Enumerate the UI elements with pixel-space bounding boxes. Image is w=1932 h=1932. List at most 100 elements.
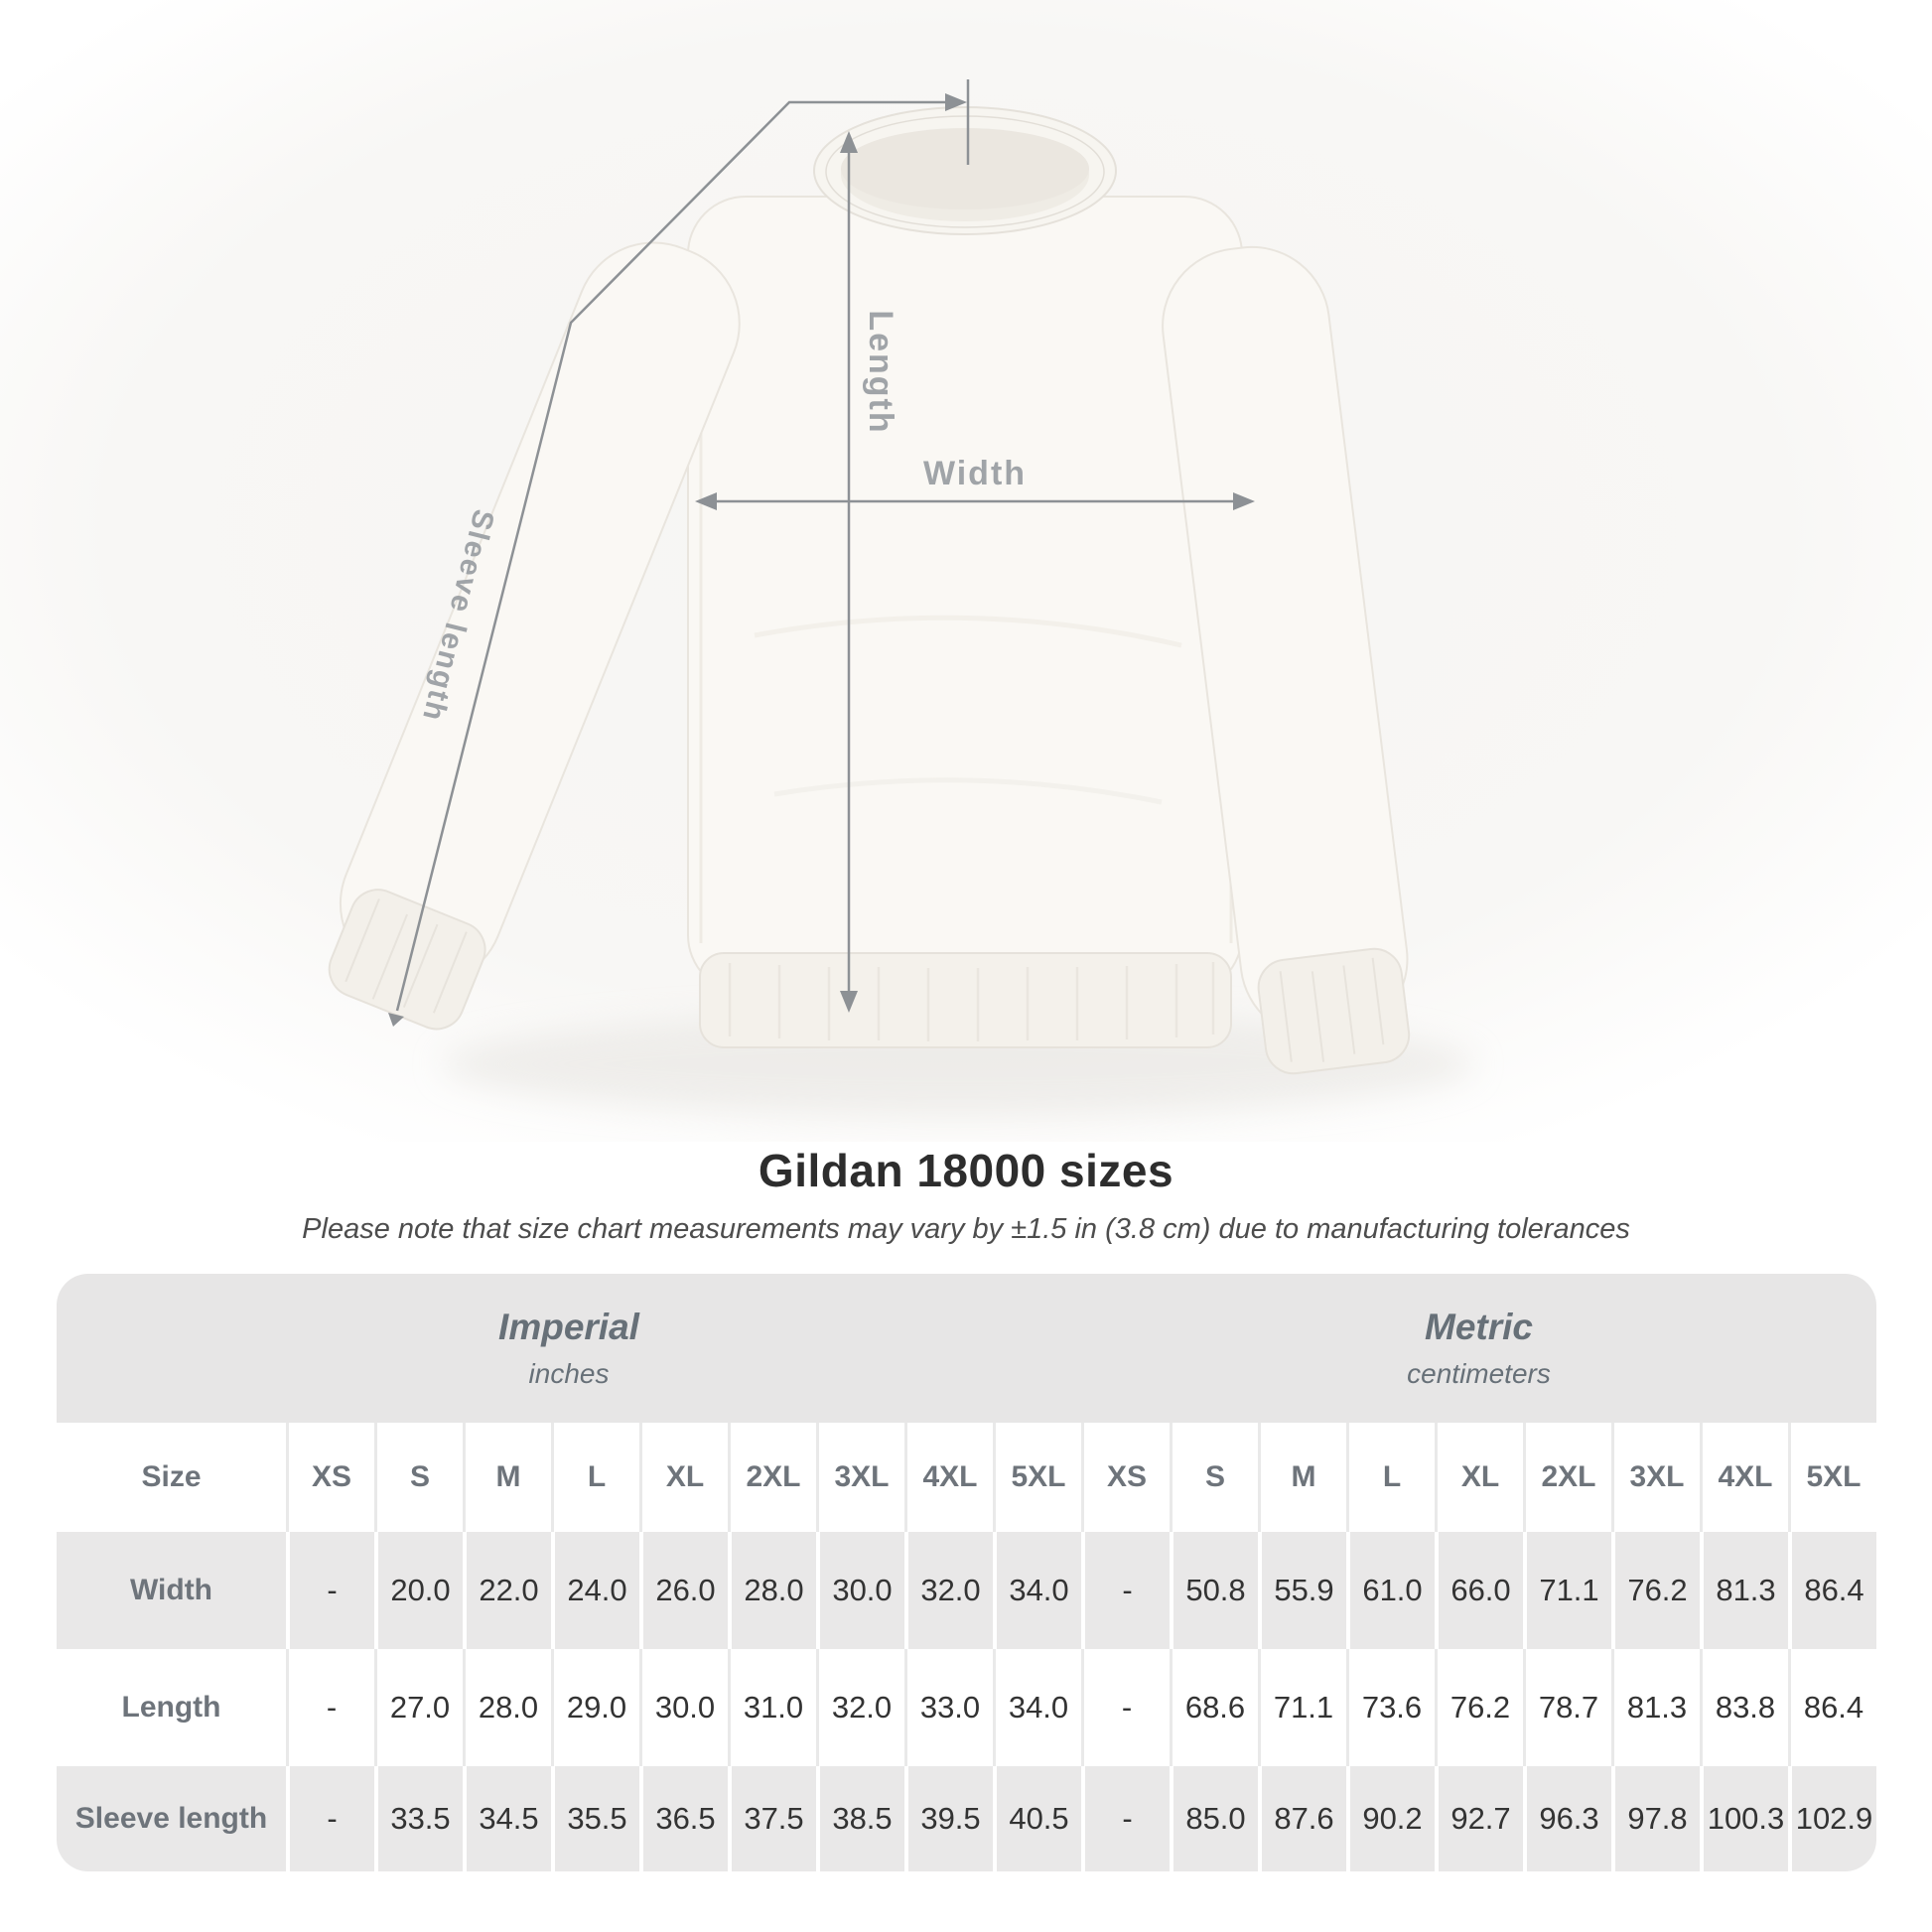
collar [813,106,1117,235]
column-header-l-metric: L [1346,1423,1435,1532]
table-cell: 61.0 [1346,1532,1435,1649]
column-header-3xl-metric: 3XL [1611,1423,1700,1532]
table-cell: 87.6 [1258,1766,1346,1871]
chest-wrinkle [754,615,1182,648]
table-cell: 83.8 [1700,1649,1788,1766]
column-header-5xl-metric: 5XL [1788,1423,1876,1532]
width-line [695,492,1255,510]
table-cell: 20.0 [374,1532,463,1649]
table-cell: 73.6 [1346,1649,1435,1766]
row-label-length: Length [57,1649,286,1766]
table-cell: 102.9 [1788,1766,1876,1871]
table-cell: 28.0 [463,1649,551,1766]
table-cell: 68.6 [1170,1649,1258,1766]
table-cell: 81.3 [1611,1649,1700,1766]
column-header-m: M [463,1423,551,1532]
table-cell: 30.0 [639,1649,728,1766]
column-header-xs-metric: XS [1081,1423,1170,1532]
table-cell: 33.0 [904,1649,993,1766]
table-cell: 32.0 [816,1649,904,1766]
sleeve-arrowhead [388,1013,404,1027]
column-header-4xl-metric: 4XL [1700,1423,1788,1532]
length-arrowhead-bottom [840,991,858,1013]
column-header-xl: XL [639,1423,728,1532]
table-cell: 27.0 [374,1649,463,1766]
table-cell: 90.2 [1346,1766,1435,1871]
length-label: Length [862,310,899,434]
column-header-2xl: 2XL [728,1423,816,1532]
metric-header: Metric centimeters [1081,1274,1876,1423]
column-header-s: S [374,1423,463,1532]
length-line [840,131,858,1013]
column-header-2xl-metric: 2XL [1523,1423,1611,1532]
imperial-unit: inches [528,1358,610,1389]
right-cuff [1257,947,1411,1075]
table-cell: 92.7 [1435,1766,1523,1871]
table-cell: - [286,1532,374,1649]
table-cell: 34.5 [463,1766,551,1871]
row-label-sleeve-length: Sleeve length [57,1766,286,1871]
table-cell: 50.8 [1170,1532,1258,1649]
width-arrowhead-left [695,492,717,510]
table-cell: 31.0 [728,1649,816,1766]
table-cell: 29.0 [551,1649,639,1766]
column-header-m-metric: M [1258,1423,1346,1532]
table-cell: 32.0 [904,1532,993,1649]
table-cell: 24.0 [551,1532,639,1649]
table-cell: 71.1 [1258,1649,1346,1766]
table-cell: 38.5 [816,1766,904,1871]
table-cell: 86.4 [1788,1532,1876,1649]
table-cell: 40.5 [993,1766,1081,1871]
sleeve-arrowhead-right [945,93,967,111]
page-title: Gildan 18000 sizes [758,1145,1174,1196]
column-header-4xl: 4XL [904,1423,993,1532]
metric-unit: centimeters [1407,1358,1551,1389]
table-cell: 34.0 [993,1532,1081,1649]
table-cell: 28.0 [728,1532,816,1649]
table-cell: 100.3 [1700,1766,1788,1871]
length-arrowhead-top [840,131,858,153]
table-cell: 66.0 [1435,1532,1523,1649]
column-header-s-metric: S [1170,1423,1258,1532]
table-cell: 36.5 [639,1766,728,1871]
column-header-3xl: 3XL [816,1423,904,1532]
sweatshirt-torso [687,196,1243,994]
table-cell: 34.0 [993,1649,1081,1766]
imperial-header: Imperial inches [57,1274,1081,1423]
left-sleeve [328,241,741,1031]
table-cell: - [286,1649,374,1766]
width-arrowhead-right [1233,492,1255,510]
metric-title: Metric [1425,1307,1533,1347]
table-cell: 85.0 [1170,1766,1258,1871]
column-header-xs: XS [286,1423,374,1532]
table-cell: 96.3 [1523,1766,1611,1871]
table-cell: 76.2 [1435,1649,1523,1766]
table-cell: - [286,1766,374,1871]
sweatshirt-graphic [328,106,1411,1075]
table-cell: - [1081,1649,1170,1766]
table-cell: 55.9 [1258,1532,1346,1649]
right-sleeve [1162,245,1411,1075]
heading-block: Gildan 18000 sizes Please note that size… [0,1144,1932,1246]
row-label-width: Width [57,1532,286,1649]
table-cell: - [1081,1532,1170,1649]
corner-label: Size [57,1423,286,1532]
width-label: Width [923,455,1027,492]
tolerance-note: Please note that size chart measurements… [302,1213,1630,1245]
column-header-5xl: 5XL [993,1423,1081,1532]
table-cell: 71.1 [1523,1532,1611,1649]
collar-stitch [825,115,1105,228]
imperial-title: Imperial [498,1307,639,1347]
table-cell: 97.8 [1611,1766,1700,1871]
table-cell: 26.0 [639,1532,728,1649]
table-cell: 37.5 [728,1766,816,1871]
column-header-l: L [551,1423,639,1532]
size-table: Imperial inches Metric centimeters Size … [57,1274,1876,1871]
table-cell: 30.0 [816,1532,904,1649]
column-header-xl-metric: XL [1435,1423,1523,1532]
table-cell: 81.3 [1700,1532,1788,1649]
table-cell: 86.4 [1788,1649,1876,1766]
table-cell: 76.2 [1611,1532,1700,1649]
table-cell: 39.5 [904,1766,993,1871]
